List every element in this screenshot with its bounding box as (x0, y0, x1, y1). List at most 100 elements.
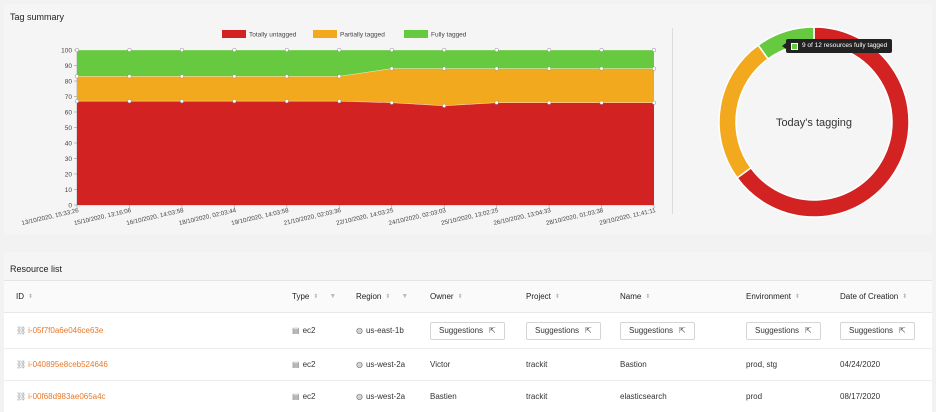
resource-id-link[interactable]: i-05f7f0a6e046ce63e (28, 326, 104, 335)
data-point[interactable] (442, 47, 447, 53)
cell-owner: Victor (430, 349, 450, 380)
suggestions-button[interactable]: Suggestions ⇱ (620, 321, 695, 340)
data-point[interactable] (284, 74, 289, 79)
column-header-label: ID (16, 292, 24, 301)
cell-value: elasticsearch (620, 392, 667, 401)
suggestions-button[interactable]: Suggestions ⇱ (430, 321, 505, 340)
y-tick-label: 30 (65, 156, 73, 163)
data-point[interactable] (651, 47, 657, 53)
suggestions-button[interactable]: Suggestions ⇱ (526, 321, 601, 340)
column-header-region[interactable]: Region ⬍ ▼ (356, 281, 408, 312)
suggestions-label: Suggestions (629, 326, 674, 335)
column-header-name[interactable]: Name ⬍ (620, 281, 650, 312)
cell-value: prod, stg (746, 360, 778, 369)
data-point[interactable] (337, 47, 342, 53)
suggestions-button[interactable]: Suggestions ⇱ (840, 321, 915, 340)
data-point[interactable] (127, 74, 132, 79)
cell-value: us-west-2a (365, 392, 406, 401)
cell-region: ◍ us-west-2a (356, 349, 405, 380)
legend-item[interactable]: Fully tagged (404, 30, 467, 39)
data-point[interactable] (494, 66, 499, 71)
tooltip-text: 9 of 12 resources fully tagged (802, 42, 888, 49)
data-point[interactable] (127, 47, 132, 53)
data-point[interactable] (389, 47, 394, 53)
column-header-type[interactable]: Type ⬍ ▼ (292, 281, 336, 312)
table-row[interactable]: ⛓ i-00f68d983ae065a4c ▤ ec2 ◍ us-west-2a Basti… (4, 381, 932, 412)
y-tick-label: 70 (65, 94, 73, 101)
data-point[interactable] (389, 66, 394, 71)
donut-segment-partially-tagged[interactable] (718, 44, 770, 179)
cell-value: 04/24/2020 (840, 360, 881, 369)
column-header-project[interactable]: Project ⬍ (526, 281, 560, 312)
data-point[interactable] (651, 100, 657, 105)
data-point[interactable] (74, 99, 80, 104)
cell-name: Suggestions ⇱ (620, 313, 695, 348)
data-point[interactable] (179, 99, 184, 104)
resource-id-link[interactable]: i-00f68d983ae065a4c (28, 392, 106, 401)
data-point[interactable] (442, 66, 447, 71)
cell-id[interactable]: ⛓ i-05f7f0a6e046ce63e (16, 313, 103, 348)
data-point[interactable] (337, 74, 342, 79)
filter-icon[interactable]: ▼ (329, 293, 337, 300)
legend-label: Totally untagged (249, 32, 297, 39)
sort-icon[interactable]: ⬍ (645, 294, 650, 300)
data-point[interactable] (547, 100, 552, 105)
sort-icon[interactable]: ⬍ (457, 294, 463, 300)
sort-icon[interactable]: ⬍ (902, 294, 907, 300)
data-point[interactable] (494, 100, 499, 105)
x-tick-label: 26/10/2020, 13:04:33 (493, 207, 552, 227)
column-header-date-of-creation[interactable]: Date of Creation ⬍ (840, 281, 907, 312)
data-point[interactable] (284, 47, 289, 53)
data-point[interactable] (232, 47, 237, 53)
cell-environment: prod (746, 381, 762, 412)
server-icon: ▤ (292, 326, 300, 335)
data-point[interactable] (337, 99, 342, 104)
data-point[interactable] (232, 99, 237, 104)
data-point[interactable] (74, 47, 80, 53)
sort-icon[interactable]: ⬍ (385, 294, 390, 300)
data-point[interactable] (599, 47, 604, 53)
x-tick-label: 18/10/2020, 02:03:44 (178, 207, 237, 227)
data-point[interactable] (74, 74, 80, 79)
column-header-id[interactable]: ID ⬍ (16, 281, 33, 312)
sort-icon[interactable]: ⬍ (554, 294, 560, 300)
column-header-label: Name (620, 292, 642, 301)
cell-id[interactable]: ⛓ i-00f68d983ae065a4c (16, 381, 106, 412)
data-point[interactable] (494, 47, 499, 53)
sort-icon[interactable]: ⬍ (28, 294, 33, 300)
cell-value: 08/17/2020 (840, 392, 881, 401)
data-point[interactable] (284, 99, 289, 104)
cell-value: Victor (430, 360, 451, 369)
data-point[interactable] (547, 47, 552, 53)
resource-id-link[interactable]: i-040895e8ceb524646 (28, 360, 108, 369)
data-point[interactable] (599, 100, 604, 105)
column-header-environment[interactable]: Environment ⬍ (746, 281, 800, 312)
suggestions-button[interactable]: Suggestions ⇱ (746, 321, 821, 340)
tooltip-swatch (791, 43, 798, 50)
cell-project: Suggestions ⇱ (526, 313, 601, 348)
table-row[interactable]: ⛓ i-05f7f0a6e046ce63e ▤ ec2 ◍ us-east-1b Sugge… (4, 313, 932, 349)
suggestions-label: Suggestions (535, 326, 580, 335)
data-point[interactable] (179, 47, 184, 53)
column-header-owner[interactable]: Owner ⬍ (430, 281, 463, 312)
data-point[interactable] (442, 103, 447, 108)
data-point[interactable] (599, 66, 604, 71)
data-point[interactable] (547, 66, 552, 71)
suggestions-label: Suggestions (439, 326, 484, 335)
sort-icon[interactable]: ⬍ (313, 294, 318, 300)
cell-id[interactable]: ⛓ i-040895e8ceb524646 (16, 349, 108, 380)
legend-item[interactable]: Totally untagged (222, 30, 297, 39)
cell-value: ec2 (302, 360, 316, 369)
filter-icon[interactable]: ▼ (401, 293, 409, 300)
area-series-fully-tagged (77, 50, 654, 77)
data-point[interactable] (651, 66, 657, 71)
table-row[interactable]: ⛓ i-040895e8ceb524646 ▤ ec2 ◍ us-west-2a Victo… (4, 349, 932, 381)
data-point[interactable] (232, 74, 237, 79)
y-tick-label: 20 (65, 171, 73, 178)
legend-item[interactable]: Partially tagged (313, 30, 385, 39)
data-point[interactable] (127, 99, 132, 104)
sort-icon[interactable]: ⬍ (794, 294, 800, 300)
data-point[interactable] (179, 74, 184, 79)
data-point[interactable] (389, 100, 394, 105)
globe-icon: ◍ (356, 392, 363, 401)
